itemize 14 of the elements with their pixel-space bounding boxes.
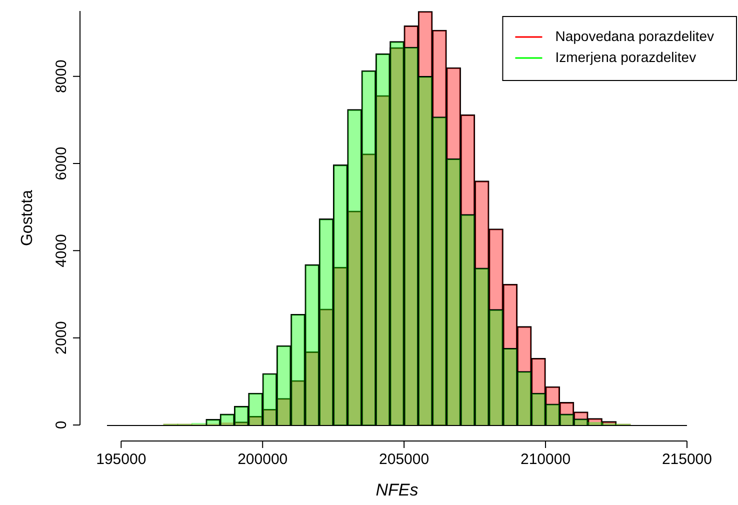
x-tick-label: 200000 [238, 451, 288, 468]
x-tick-label: 215000 [662, 451, 712, 468]
y-tick-label: 4000 [53, 234, 70, 268]
x-tick-label: 205000 [379, 451, 430, 468]
y-tick-label: 6000 [53, 146, 70, 180]
x-tick-label: 195000 [96, 451, 146, 468]
x-axis-title: NFEs [376, 480, 419, 500]
y-tick-label: 2000 [53, 321, 70, 355]
legend-label: Napovedana porazdelitev [555, 28, 714, 44]
y-tick-label: 8000 [53, 60, 70, 94]
y-tick-label: 0 [53, 420, 70, 430]
legend-label: Izmerjena porazdelitev [555, 48, 696, 65]
y-axis-title: Gostota [19, 190, 36, 246]
x-tick-label: 210000 [520, 451, 571, 468]
